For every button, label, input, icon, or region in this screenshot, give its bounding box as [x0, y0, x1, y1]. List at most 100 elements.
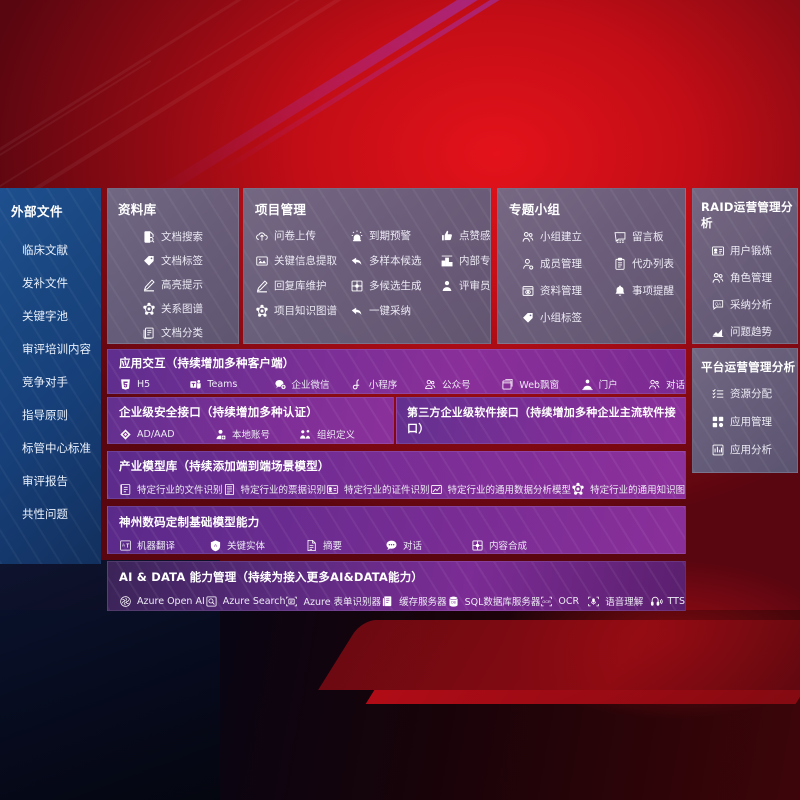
sidebar-item-common-issues[interactable]: 共性问题: [22, 507, 68, 521]
sidebar-item-clinical-literature[interactable]: 临床文献: [22, 243, 68, 257]
item-doc-search[interactable]: 文档搜索: [142, 229, 238, 244]
item-azure-open-ai[interactable]: Azure Open AI: [119, 595, 205, 608]
item-label: 缓存服务器: [399, 597, 447, 608]
item-role-management[interactable]: 角色管理: [711, 270, 797, 285]
item-invoice-recognition[interactable]: 特定行业的票据识别: [223, 482, 326, 496]
item-ocr[interactable]: OCR OCR: [540, 595, 587, 608]
item-speech-understanding[interactable]: 语音理解: [587, 594, 649, 608]
panel-library-items: 文档搜索 文档标签 高亮提示 关系图谱 文档分类: [118, 229, 238, 340]
api-gear-icon: [419, 444, 432, 445]
item-user-training[interactable]: 用户锻炼: [711, 243, 797, 258]
item-id-card-recognition[interactable]: 特定行业的证件识别: [326, 482, 430, 496]
item-group-tag[interactable]: 小组标签: [521, 310, 613, 325]
item-multi-candidate-generation[interactable]: 多候选生成: [350, 278, 440, 293]
item-label: 角色管理: [730, 272, 772, 284]
item-summary[interactable]: 摘要: [305, 538, 385, 552]
panel-platform-title: 平台运营管理分析: [701, 360, 796, 374]
item-label: 机器翻译: [137, 541, 176, 552]
item-tts[interactable]: TTS: [650, 595, 685, 608]
item-doc-tag[interactable]: 文档标签: [142, 253, 238, 268]
item-project-knowledge-graph[interactable]: 项目知识图谱: [255, 303, 350, 318]
teams-icon: [189, 378, 202, 391]
item-portal[interactable]: 门户: [581, 377, 648, 391]
doc-category-icon: [142, 326, 156, 340]
item-web-float[interactable]: Web飘窗: [501, 377, 580, 391]
panel-project-title: 项目管理: [255, 202, 307, 217]
sidebar-item-supplement-files[interactable]: 发补文件: [22, 276, 68, 290]
item-label: 回复库维护: [274, 280, 327, 292]
panel-platform-analysis: 平台运营管理分析 资源分配 应用管理 应用分析: [692, 348, 798, 473]
item-label: 一键采纳: [369, 305, 411, 317]
item-label: 到期预警: [369, 230, 411, 242]
item-label: 特定行业的通用数据分析模型: [447, 485, 572, 496]
item-ad-aad[interactable]: AD/AAD: [119, 428, 214, 441]
item-like-thanks[interactable]: 点赞感谢: [440, 228, 490, 243]
item-resource-allocation[interactable]: 资源分配: [711, 386, 797, 401]
item-key-entity[interactable]: A 关键实体: [209, 538, 305, 552]
item-member-management[interactable]: 成员管理: [521, 256, 613, 271]
item-app-management[interactable]: 应用管理: [711, 414, 797, 429]
item-group-create[interactable]: 小组建立: [521, 229, 613, 244]
item-label: 事项提醒: [632, 285, 674, 297]
item-api-designer[interactable]: API自动化设计器: [419, 443, 509, 444]
speech-icon: [587, 595, 600, 608]
item-machine-translation[interactable]: A 机器翻译: [119, 538, 209, 552]
item-local-account[interactable]: 本地账号: [214, 427, 299, 441]
band-thirdparty-items: API自动化设计器: [407, 443, 685, 444]
item-multi-sample-candidate[interactable]: 多样本候选: [350, 253, 440, 268]
item-doc-category[interactable]: 文档分类: [142, 325, 238, 340]
item-form-recognizer[interactable]: Azure 表单识别器: [285, 594, 381, 608]
item-reply-library-maintenance[interactable]: 回复库维护: [255, 278, 350, 293]
item-dialogue-capability[interactable]: 对话: [385, 538, 471, 552]
item-one-click-adopt[interactable]: 一键采纳: [350, 303, 440, 318]
item-miniprogram[interactable]: 小程序: [351, 377, 424, 391]
item-label: 多候选生成: [369, 280, 422, 292]
item-questionnaire-upload[interactable]: 问卷上传: [255, 228, 350, 243]
item-label: 内部专家排名: [459, 255, 491, 267]
sidebar-item-guidelines[interactable]: 指导原则: [22, 408, 68, 422]
item-expiry-alert[interactable]: 到期预警: [350, 228, 440, 243]
item-todo-list[interactable]: 代办列表: [613, 256, 685, 271]
item-internal-expert-ranking[interactable]: 内部专家排名: [440, 253, 491, 268]
sidebar-item-keyword-pool[interactable]: 关键字池: [22, 309, 68, 323]
reply-icon: [350, 254, 364, 268]
item-content-synthesis[interactable]: 内容合成: [471, 538, 527, 552]
item-cache-server[interactable]: 缓存服务器: [381, 594, 447, 608]
item-sql-db-server[interactable]: DB SQL数据库服务器: [447, 594, 540, 608]
item-knowledge-graph-model[interactable]: 特定行业的通用知识图谱模型: [571, 482, 685, 496]
item-data-analysis-model[interactable]: 特定行业的通用数据分析模型: [430, 482, 572, 496]
item-event-reminder[interactable]: 事项提醒: [613, 283, 685, 298]
item-material-management[interactable]: 资料管理: [521, 283, 613, 298]
content-synth-icon: [471, 539, 484, 552]
cache-server-icon: [381, 595, 394, 608]
item-wecom[interactable]: 企业微信: [274, 377, 351, 391]
item-message-board[interactable]: 留言板: [613, 229, 685, 244]
apps-settings-icon: [711, 415, 725, 429]
sidebar-item-competitors[interactable]: 竞争对手: [22, 375, 68, 389]
item-official-account[interactable]: 公众号: [424, 377, 501, 391]
item-reviewer-portrait[interactable]: 评审员画像: [440, 278, 490, 293]
reply-icon: [350, 304, 364, 318]
item-key-info-extract[interactable]: 关键信息提取: [255, 253, 350, 268]
sidebar-item-list: 临床文献 发补文件 关键字池 审评培训内容 竞争对手 指导原则 标管中心标准 审…: [0, 234, 101, 531]
item-dialogue[interactable]: 对话: [648, 377, 685, 391]
item-h5[interactable]: H5: [119, 378, 189, 391]
item-file-recognition[interactable]: 特定行业的文件识别: [119, 482, 223, 496]
item-adoption-analysis[interactable]: QA 采纳分析: [711, 297, 797, 312]
sidebar-item-training-content[interactable]: 审评培训内容: [22, 342, 91, 356]
group-add-icon: [521, 230, 535, 244]
item-azure-search[interactable]: Azure Search: [205, 595, 285, 608]
item-label: 问卷上传: [274, 230, 316, 242]
band-industry-title: 产业模型库（持续添加端到端场景模型）: [119, 459, 330, 473]
item-label: 文档分类: [161, 327, 203, 339]
cloud-upload-icon: [255, 229, 269, 243]
item-org-definition[interactable]: 组织定义: [299, 427, 355, 441]
band-aidata-title: AI & DATA 能力管理（持续为接入更多AI&DATA能力）: [119, 570, 424, 584]
item-issue-trend[interactable]: 问题趋势: [711, 324, 797, 339]
sidebar-item-standards-center[interactable]: 标管中心标准: [22, 441, 91, 455]
item-app-analysis[interactable]: 应用分析: [711, 442, 797, 457]
item-highlight[interactable]: 高亮提示: [142, 277, 238, 292]
item-relation-graph[interactable]: 关系图谱: [142, 301, 238, 316]
sidebar-item-review-report[interactable]: 审评报告: [22, 474, 68, 488]
item-teams[interactable]: Teams: [189, 378, 273, 391]
